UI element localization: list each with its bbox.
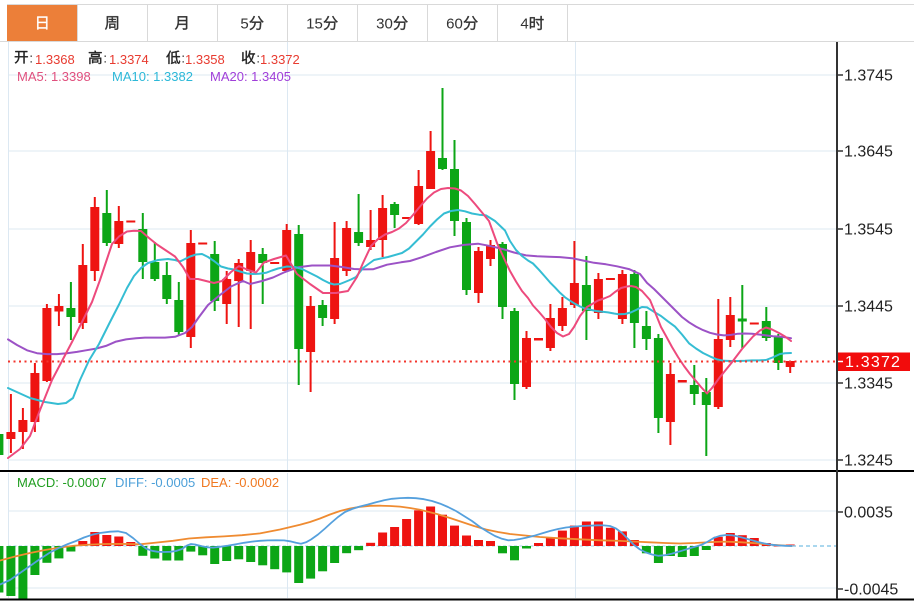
- svg-text:-0.0045: -0.0045: [844, 582, 898, 599]
- svg-text:60: 60: [446, 16, 463, 33]
- svg-text:1.3645: 1.3645: [844, 144, 893, 161]
- svg-text::: :: [181, 51, 185, 66]
- svg-text::: :: [103, 51, 107, 66]
- svg-text:1.3445: 1.3445: [844, 299, 893, 316]
- svg-text:1.3745: 1.3745: [844, 68, 893, 85]
- svg-text:1.3545: 1.3545: [844, 222, 893, 239]
- svg-text:1.3345: 1.3345: [844, 376, 893, 393]
- svg-text:15: 15: [306, 16, 323, 33]
- svg-text:30: 30: [376, 16, 393, 33]
- svg-text:1.3245: 1.3245: [844, 453, 893, 470]
- svg-text::: :: [29, 51, 33, 66]
- svg-text::: :: [256, 51, 260, 66]
- svg-text:1.3372: 1.3372: [845, 354, 901, 371]
- svg-text:0.0035: 0.0035: [844, 505, 893, 522]
- svg-text:4: 4: [520, 16, 528, 33]
- svg-text:5: 5: [240, 16, 248, 33]
